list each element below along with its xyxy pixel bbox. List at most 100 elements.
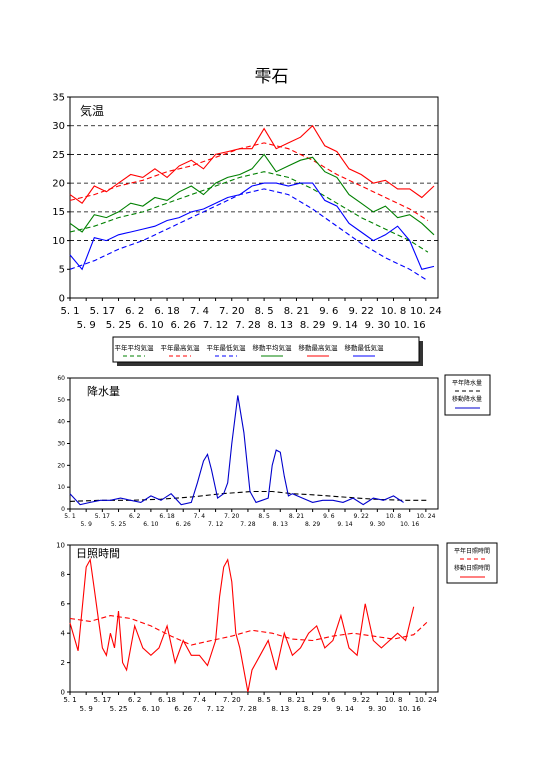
x-tick-label: 5. 9 xyxy=(79,705,92,713)
series-line xyxy=(69,142,429,221)
x-tick-label: 9. 14 xyxy=(336,705,354,713)
legend-box xyxy=(112,336,420,363)
x-tick-label: 5. 1 xyxy=(64,513,76,520)
legend-label: 平年日照時間 xyxy=(454,547,490,555)
y-tick-label: 6 xyxy=(61,600,66,608)
x-tick-label: 10. 8 xyxy=(381,306,406,317)
series-line xyxy=(69,557,415,693)
x-tick-label: 7. 12 xyxy=(208,521,223,528)
y-tick-label: 10 xyxy=(52,236,65,247)
x-tick-label: 9. 22 xyxy=(352,696,370,704)
y-tick-label: 20 xyxy=(57,462,65,469)
x-tick-label: 8. 29 xyxy=(300,320,325,331)
x-tick-label: 8. 21 xyxy=(289,513,304,520)
y-tick-label: 5 xyxy=(59,265,65,276)
x-tick-label: 6. 10 xyxy=(142,705,160,713)
x-tick-label: 7. 28 xyxy=(235,320,260,331)
y-tick-label: 30 xyxy=(57,441,65,448)
page-title: 雫石 xyxy=(254,67,289,87)
y-tick-label: 4 xyxy=(61,630,66,638)
x-tick-label: 10. 16 xyxy=(394,320,426,331)
x-tick-label: 10. 8 xyxy=(386,513,401,520)
y-tick-label: 60 xyxy=(57,375,65,382)
x-tick-label: 8. 5 xyxy=(257,696,270,704)
x-tick-label: 8. 13 xyxy=(268,320,293,331)
x-tick-label: 8. 21 xyxy=(284,306,309,317)
y-tick-label: 0 xyxy=(61,688,65,696)
legend-label: 移動最高気温 xyxy=(299,343,339,352)
x-tick-label: 7. 20 xyxy=(219,306,244,317)
x-tick-label: 6. 2 xyxy=(128,696,141,704)
sunshine-plot-frame xyxy=(69,544,439,693)
legend-label: 平年降水量 xyxy=(452,379,482,387)
x-tick-label: 5. 25 xyxy=(111,521,126,528)
x-tick-label: 5. 1 xyxy=(60,306,79,317)
temperature-legend: 平年平均気温 平年最高気温 平年最低気温 移動平均気温 移動最高気温 移動最低気温 xyxy=(112,336,423,366)
x-tick-label: 10. 16 xyxy=(399,705,422,713)
x-tick-label: 7. 12 xyxy=(203,320,228,331)
x-tick-label: 9. 30 xyxy=(370,521,385,528)
x-tick-label: 5. 25 xyxy=(110,705,128,713)
x-tick-label: 10. 24 xyxy=(416,513,435,520)
x-tick-label: 9. 30 xyxy=(365,320,390,331)
legend-label: 移動最低気温 xyxy=(345,343,385,352)
x-tick-label: 10. 8 xyxy=(385,696,403,704)
x-tick-label: 10. 24 xyxy=(415,696,438,704)
x-tick-label: 5. 25 xyxy=(106,320,131,331)
y-tick-label: 40 xyxy=(57,419,65,426)
x-tick-label: 5. 9 xyxy=(80,521,92,528)
x-tick-label: 7. 28 xyxy=(240,521,255,528)
x-tick-label: 7. 20 xyxy=(224,513,239,520)
x-tick-label: 5. 17 xyxy=(95,513,110,520)
sunshine-panel-label: 日照時間 xyxy=(76,547,120,560)
series-line xyxy=(69,182,435,271)
x-tick-label: 6. 2 xyxy=(125,306,144,317)
legend-label: 移動降水量 xyxy=(452,395,482,403)
precipitation-panel-label: 降水量 xyxy=(87,384,120,398)
x-tick-label: 5. 9 xyxy=(77,320,96,331)
x-tick-label: 7. 12 xyxy=(207,705,225,713)
legend-label: 移動日照時間 xyxy=(454,564,490,572)
y-tick-label: 30 xyxy=(52,121,65,132)
series-line xyxy=(69,615,429,646)
x-tick-label: 9. 6 xyxy=(323,513,335,520)
x-tick-label: 6. 2 xyxy=(129,513,141,520)
x-tick-label: 7. 20 xyxy=(223,696,241,704)
series-line xyxy=(69,395,404,506)
series-line xyxy=(69,124,435,204)
series-line xyxy=(69,188,429,282)
legend-label: 平年平均気温 xyxy=(115,343,155,352)
x-tick-label: 9. 6 xyxy=(319,306,338,317)
x-tick-label: 8. 13 xyxy=(273,521,288,528)
x-tick-label: 9. 14 xyxy=(332,320,357,331)
y-tick-label: 0 xyxy=(61,506,65,513)
x-tick-label: 6. 26 xyxy=(171,320,196,331)
x-tick-label: 10. 16 xyxy=(400,521,419,528)
y-tick-label: 35 xyxy=(52,92,65,103)
series-line xyxy=(69,490,428,502)
x-tick-label: 8. 5 xyxy=(258,513,270,520)
legend-box xyxy=(446,542,498,584)
x-tick-label: 6. 26 xyxy=(176,521,191,528)
x-tick-label: 8. 21 xyxy=(288,696,306,704)
x-tick-label: 7. 4 xyxy=(193,696,207,704)
y-tick-label: 15 xyxy=(52,207,65,218)
x-tick-label: 7. 28 xyxy=(239,705,257,713)
x-tick-label: 6. 26 xyxy=(174,705,192,713)
x-tick-label: 8. 29 xyxy=(305,521,320,528)
y-tick-label: 8 xyxy=(61,571,65,579)
x-tick-label: 6. 18 xyxy=(158,696,176,704)
y-tick-label: 50 xyxy=(57,397,65,404)
temperature-plot-frame xyxy=(69,96,439,299)
x-tick-label: 7. 4 xyxy=(190,306,209,317)
x-tick-label: 9. 22 xyxy=(354,513,369,520)
y-tick-label: 10 xyxy=(56,541,65,549)
x-tick-label: 6. 18 xyxy=(154,306,179,317)
y-tick-label: 10 xyxy=(57,484,65,491)
